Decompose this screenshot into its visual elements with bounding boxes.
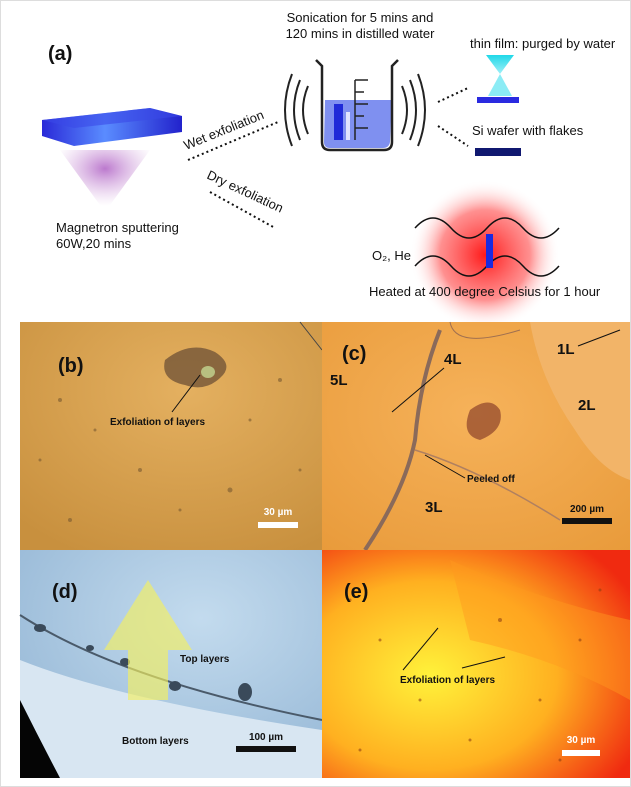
thin-film [477,97,519,103]
annotation: Bottom layers [122,736,189,747]
sputter-text: Magnetron sputtering [56,220,179,235]
scale-label: 30 µm [567,735,596,746]
annotation: Peeled off [467,474,515,485]
scale-bar [236,746,296,752]
scale-bar [562,518,612,524]
sonication-text: 120 mins in distilled water [286,26,436,41]
panel-b: (b) Exfoliation of layers 30 µm [20,322,322,550]
electrode [334,104,343,140]
panel-c: (c) 5L 4L 1L 2L 3L Peeled off 200 µm [322,322,630,550]
panel-label: (d) [52,581,78,603]
panel-label: (c) [342,343,366,365]
flake [201,366,215,378]
sputter-text: 60W,20 mins [56,236,132,251]
figure: (a) Magnetron sputtering 60W,20 mins Wet… [0,0,631,787]
si-wafer [475,148,521,156]
panel-e: (e) Exfoliation of layers 30 µm [322,550,630,778]
sample [486,234,493,268]
sonication-text: Sonication for 5 mins and [287,10,434,25]
heat-glow [410,180,560,330]
scale-label: 100 µm [249,732,283,743]
thin-film-text: thin film: purged by water [470,36,616,51]
gas-text: O₂, He [372,248,411,263]
annotation: Exfoliation of layers [400,675,495,686]
panel-label: (a) [48,43,72,65]
scale-bar [562,750,600,756]
annotation: Exfoliation of layers [110,417,205,428]
electrode [346,112,350,140]
panel-d: (d) Top layers Bottom layers 100 µm [20,550,322,778]
scale-label: 200 µm [570,504,604,515]
annotation: Top layers [180,654,230,665]
heating-text: Heated at 400 degree Celsius for 1 hour [369,284,601,299]
layer-label: 1L [557,341,575,358]
si-wafer-text: Si wafer with flakes [472,123,584,138]
layer-label: 2L [578,397,596,414]
layer-label: 3L [425,499,443,516]
scale-label: 30 µm [264,507,293,518]
layer-label: 5L [330,372,348,389]
scale-bar [258,522,298,528]
panel-label: (e) [344,581,368,603]
panel-label: (b) [58,355,84,377]
layer-label: 4L [444,351,462,368]
